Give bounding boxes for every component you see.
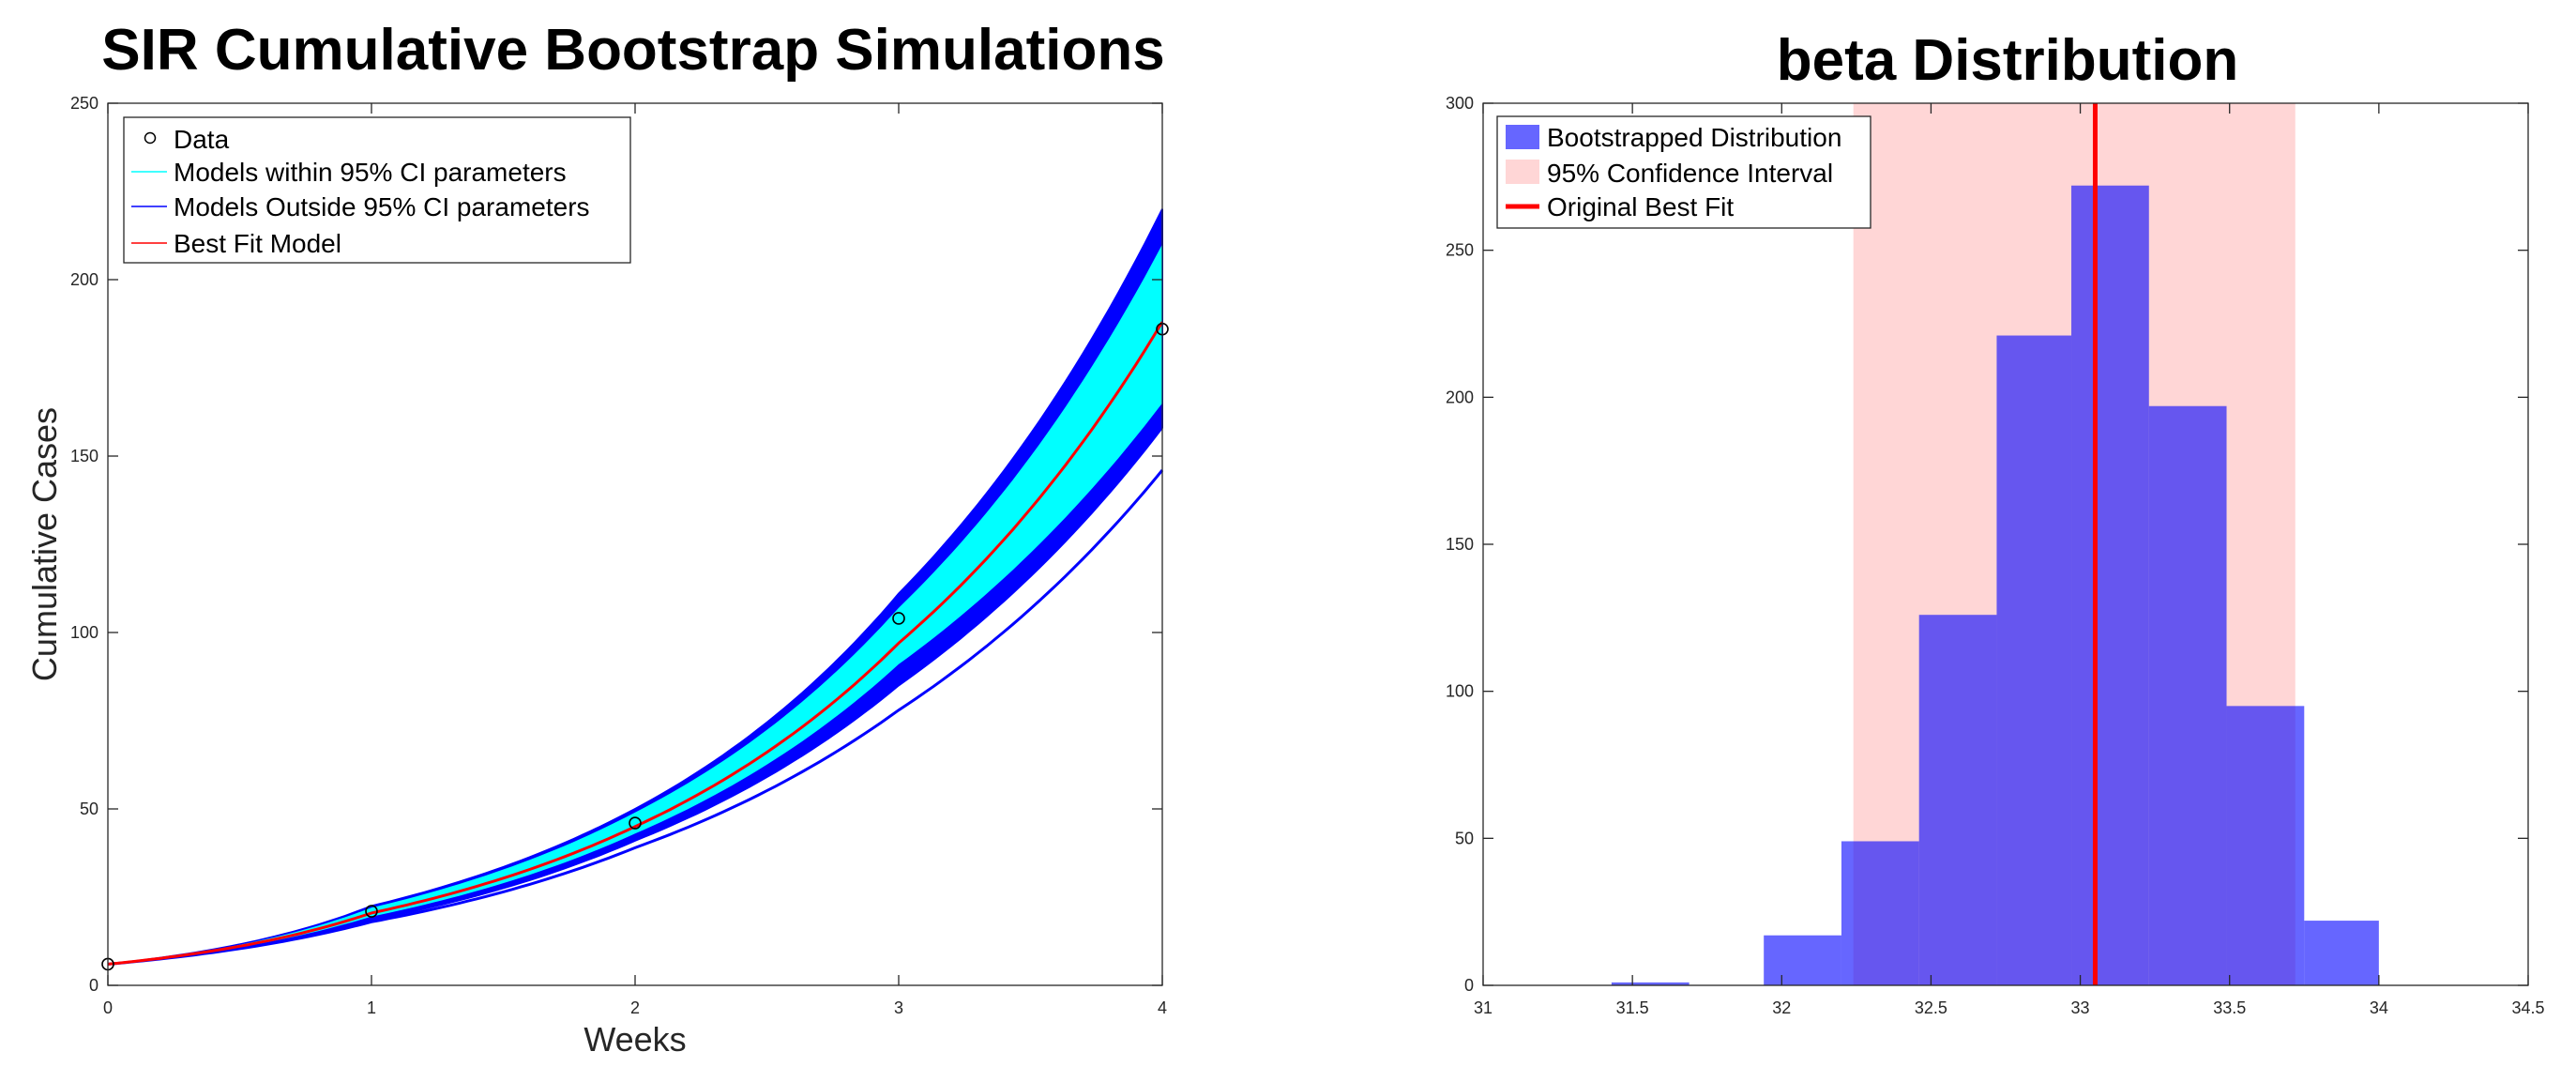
beta-histogram (1611, 185, 2379, 985)
y-tick-label: 0 (1464, 976, 1474, 995)
sir-data-points (101, 322, 1169, 971)
histogram-bar (2304, 921, 2379, 985)
y-tick-label: 0 (89, 976, 98, 995)
outside-ci-band (107, 208, 1163, 966)
y-tick-label: 100 (1446, 682, 1474, 701)
x-tick-label: 1 (367, 998, 376, 1017)
y-tick-label: 250 (1446, 241, 1474, 260)
beta-legend: Bootstrapped Distribution 95% Confidence… (1496, 115, 1871, 229)
y-tick-label: 250 (70, 94, 98, 113)
sir-y-axis-label: Cumulative Cases (25, 407, 64, 681)
legend-label-data: Data (174, 125, 230, 154)
legend-ci-region-swatch (1506, 160, 1539, 184)
y-tick-label: 150 (70, 447, 98, 465)
data-point (365, 905, 378, 918)
legend-data-marker (144, 131, 157, 145)
data-point (892, 612, 905, 625)
x-tick-label: 3 (894, 998, 903, 1017)
x-tick-label: 4 (1158, 998, 1167, 1017)
x-tick-label: 33 (2071, 998, 2090, 1017)
sir-legend: Data Models within 95% CI parameters Mod… (123, 116, 631, 264)
beta-x-axis-ticks: 31 31.5 32 32.5 33 33.5 34 34.5 (1474, 103, 2545, 1017)
x-tick-label: 0 (103, 998, 113, 1017)
beta-chart-title: beta Distribution (1777, 28, 2239, 93)
legend-hist-swatch (1506, 125, 1539, 149)
x-tick-label: 32.5 (1915, 998, 1947, 1017)
histogram-bar (2148, 405, 2227, 985)
data-point (629, 816, 642, 830)
sir-legend-box (123, 116, 631, 264)
x-tick-label: 2 (630, 998, 640, 1017)
x-tick-label: 33.5 (2213, 998, 2246, 1017)
sir-y-axis-ticks: 0 50 100 150 200 250 (70, 94, 1162, 995)
legend-label-ci-region: 95% Confidence Interval (1547, 159, 1833, 188)
x-tick-label: 34.5 (2511, 998, 2544, 1017)
y-tick-label: 300 (1446, 94, 1474, 113)
sir-x-axis-ticks: 0 1 2 3 4 (103, 103, 1167, 1017)
within-ci-band (108, 244, 1162, 965)
beta-legend-box (1496, 115, 1871, 229)
x-tick-label: 31 (1474, 998, 1493, 1017)
y-tick-label: 150 (1446, 535, 1474, 554)
sir-chart-title: SIR Cumulative Bootstrap Simulations (101, 18, 1164, 83)
x-tick-label: 31.5 (1616, 998, 1649, 1017)
legend-label-ci: Models within 95% CI parameters (174, 158, 567, 187)
legend-label-best: Best Fit Model (174, 229, 341, 258)
histogram-bar (1918, 615, 1997, 985)
y-tick-label: 100 (70, 623, 98, 642)
y-tick-label: 200 (1446, 388, 1474, 406)
y-tick-label: 50 (1455, 829, 1474, 847)
y-tick-label: 200 (70, 270, 98, 289)
histogram-bar (1996, 335, 2072, 985)
sir-model-bands (107, 208, 1163, 966)
beta-y-axis-ticks: 0 50 100 150 200 250 300 (1446, 94, 2528, 995)
sir-model-lines (107, 321, 1164, 966)
histogram-bar (2226, 706, 2305, 985)
histogram-bar (1764, 935, 1841, 985)
histogram-bar (1841, 841, 1919, 985)
x-tick-label: 32 (1772, 998, 1791, 1017)
y-tick-label: 50 (80, 800, 98, 818)
histogram-bar (2071, 185, 2149, 985)
beta-chart: beta Distribution 31 31.5 32 32.5 33 33.5 34 34… (1446, 28, 2545, 1017)
sir-chart: SIR Cumulative Bootstrap Simulations 0 1 2… (25, 18, 1169, 1059)
legend-label-outside: Models Outside 95% CI parameters (174, 192, 590, 221)
legend-label-hist: Bootstrapped Distribution (1547, 123, 1841, 152)
best-fit-line (107, 321, 1164, 966)
outside-ci-outlier-line (107, 469, 1164, 966)
x-tick-label: 34 (2370, 998, 2388, 1017)
histogram-bar (1611, 982, 1690, 985)
sir-x-axis-label: Weeks (583, 1020, 686, 1059)
legend-label-original-fit: Original Best Fit (1547, 192, 1734, 221)
